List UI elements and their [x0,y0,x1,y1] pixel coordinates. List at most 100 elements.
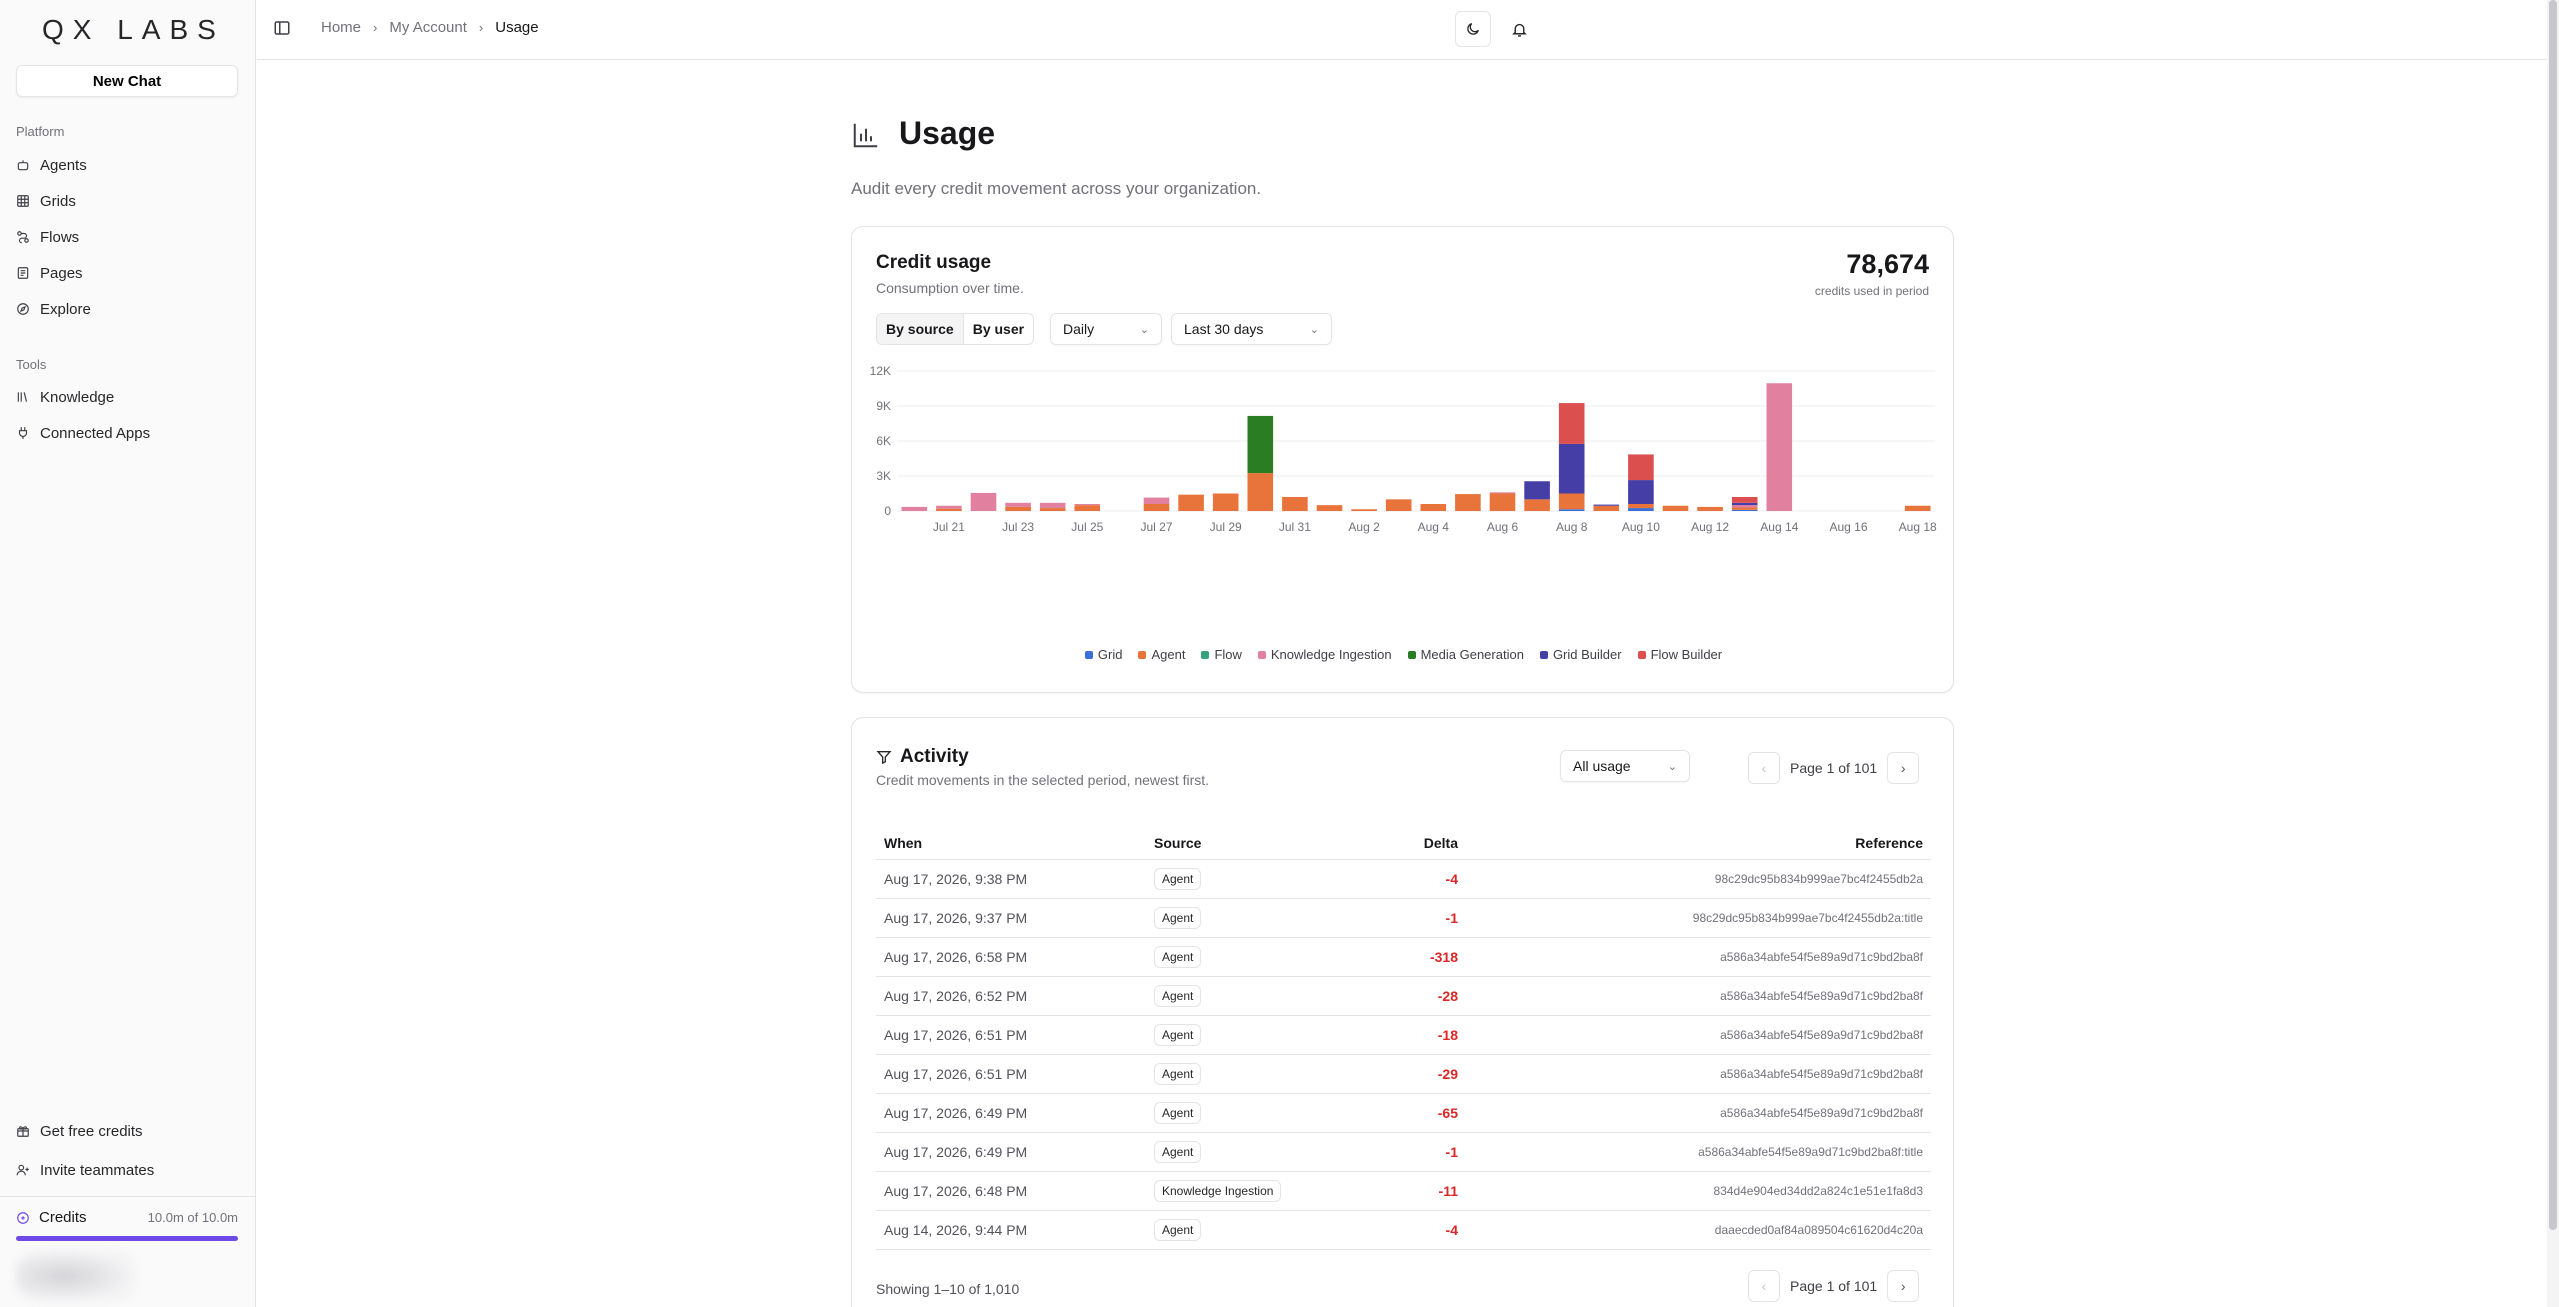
x-tick-label: Aug 6 [1487,520,1519,534]
y-tick-label: 9K [876,399,891,413]
page-scrollbar-thumb[interactable] [2549,0,2557,1230]
by-source-tab[interactable]: By source [877,314,964,344]
source-badge: Agent [1154,867,1202,890]
sidebar-item-grids[interactable]: Grids [16,188,76,214]
bar-segment [1039,502,1066,509]
cell-delta: -318 [1346,937,1466,977]
source-badge: Agent [1154,906,1202,929]
next-page-button[interactable]: › [1887,752,1920,784]
cell-when: Aug 17, 2026, 9:37 PM [876,898,1146,938]
x-tick-label: Aug 12 [1691,520,1729,534]
prev-page-button[interactable]: ‹ [1748,1270,1780,1302]
legend-swatch [1257,650,1266,659]
new-chat-button[interactable]: New Chat [16,65,238,97]
app-logo[interactable]: QX LABS [42,14,225,45]
legend-item[interactable]: Agent [1138,647,1185,662]
legend-item[interactable]: Knowledge Ingestion [1257,647,1392,662]
cell-reference: a586a34abfe54f5e89a9d71c9bd2ba8f [1466,1015,1931,1055]
table-row[interactable]: Aug 14, 2026, 9:44 PM Agent -4 daaecded0af8… [876,1210,1931,1250]
avatar[interactable] [16,1250,136,1302]
table-row[interactable]: Aug 17, 2026, 6:52 PM Agent -28 a586a34abfe… [876,976,1931,1016]
bar-segment [1282,497,1308,511]
table-row[interactable]: Aug 17, 2026, 9:37 PM Agent -1 98c29dc95b83… [876,898,1931,938]
x-tick-label: Jul 29 [1210,520,1242,534]
cell-reference: a586a34abfe54f5e89a9d71c9bd2ba8f [1466,1093,1931,1133]
bar-segment [1628,454,1654,481]
legend-item[interactable]: Flow [1201,647,1242,662]
sidebar-item-pages[interactable]: Pages [16,260,83,286]
pagination-bottom: ‹ Page 1 of 101 › [1748,1270,1920,1302]
cell-reference: a586a34abfe54f5e89a9d71c9bd2ba8f:title [1466,1132,1931,1172]
bar-segment [1731,509,1758,511]
cell-when: Aug 14, 2026, 9:44 PM [876,1210,1146,1250]
range-select[interactable]: Last 30 days ⌄ [1171,313,1332,345]
bar-segment [1351,509,1377,511]
x-tick-label: Aug 8 [1556,520,1588,534]
table-row[interactable]: Aug 17, 2026, 6:49 PM Agent -1 a586a34abfe5… [876,1132,1931,1172]
bell-icon [1511,23,1527,37]
breadcrumb: Home › My Account › Usage [321,19,539,36]
cell-when: Aug 17, 2026, 6:48 PM [876,1171,1146,1211]
legend-label: Grid [1097,647,1123,662]
source-badge: Agent [1154,1218,1202,1241]
bar-segment [1731,497,1758,503]
table-row[interactable]: Aug 17, 2026, 6:51 PM Agent -18 a586a34abfe… [876,1015,1931,1055]
bar-segment [1420,504,1447,511]
notifications-button[interactable] [1501,11,1537,47]
column-header-reference[interactable]: Reference [1466,827,1931,860]
legend-swatch [1138,650,1147,659]
sidebar-item-agents[interactable]: Agents [16,152,87,178]
table-row[interactable]: Aug 17, 2026, 6:51 PM Agent -29 a586a34abfe… [876,1054,1931,1094]
sidebar-item-explore[interactable]: Explore [16,296,91,322]
sidebar-item-flows[interactable]: Flows [16,224,79,250]
cell-when: Aug 17, 2026, 6:58 PM [876,937,1146,977]
credit-usage-title: Credit usage [876,252,992,273]
sidebar-item-invite-teammates[interactable]: Invite teammates [16,1157,154,1183]
credits-summary[interactable]: Credits 10.0m of 10.0m [16,1209,238,1226]
column-header-when[interactable]: When [876,827,1146,860]
sidebar-item-label: Get free credits [40,1122,143,1140]
legend-item[interactable]: Media Generation [1407,647,1524,662]
sidebar-item-knowledge[interactable]: Knowledge [16,384,114,410]
x-tick-label: Aug 14 [1760,520,1798,534]
next-page-button[interactable]: › [1887,1270,1920,1302]
sidebar-item-label: Explore [40,300,91,318]
bar-segment [1524,481,1550,500]
sidebar-item-label: Invite teammates [40,1161,155,1179]
cell-delta: -4 [1346,1210,1466,1250]
usage-filter-select[interactable]: All usage ⌄ [1560,750,1690,782]
x-tick-label: Aug 2 [1348,520,1380,534]
interval-select[interactable]: Daily ⌄ [1050,313,1162,345]
sidebar-toggle-icon[interactable] [273,19,291,37]
breadcrumb-my-account[interactable]: My Account [389,19,467,36]
bar-segment [1662,505,1689,511]
prev-page-button[interactable]: ‹ [1748,752,1780,784]
table-row[interactable]: Aug 17, 2026, 6:49 PM Agent -65 a586a34abfe… [876,1093,1931,1133]
legend-item[interactable]: Flow Builder [1637,647,1722,662]
sidebar-item-connected-apps[interactable]: Connected Apps [16,420,150,446]
bar-segment [970,492,997,511]
breadcrumb-home[interactable]: Home [321,19,362,36]
bar-segment [1628,508,1654,511]
group-by-toggle: By source By user [876,313,1035,345]
bar-segment [1558,403,1585,444]
table-row[interactable]: Aug 17, 2026, 6:58 PM Agent -318 a586a34abf… [876,937,1931,977]
plug-icon [18,427,28,439]
sidebar-item-get-free-credits[interactable]: Get free credits [16,1118,143,1144]
y-tick-label: 0 [884,504,891,518]
table-row[interactable]: Aug 17, 2026, 9:38 PM Agent -4 98c29dc95b83… [876,859,1931,899]
chevron-down-icon: ⌄ [1309,323,1319,336]
column-header-source[interactable]: Source [1146,827,1346,860]
source-badge: Knowledge Ingestion [1154,1179,1282,1202]
table-row[interactable]: Aug 17, 2026, 6:48 PM Knowledge Ingestion… [876,1171,1931,1211]
x-tick-label: Jul 31 [1279,520,1311,534]
legend-item[interactable]: Grid [1084,647,1123,662]
page-subtitle: Audit every credit movement across your … [851,179,1262,198]
by-user-tab[interactable]: By user [972,321,1025,337]
cell-when: Aug 17, 2026, 6:49 PM [876,1093,1146,1133]
column-header-delta[interactable]: Delta [1346,827,1466,860]
legend-item[interactable]: Grid Builder [1539,647,1622,662]
cell-delta: -65 [1346,1093,1466,1133]
theme-toggle-button[interactable] [1455,11,1491,47]
table-header-row: When Source Delta Reference [876,827,1931,860]
